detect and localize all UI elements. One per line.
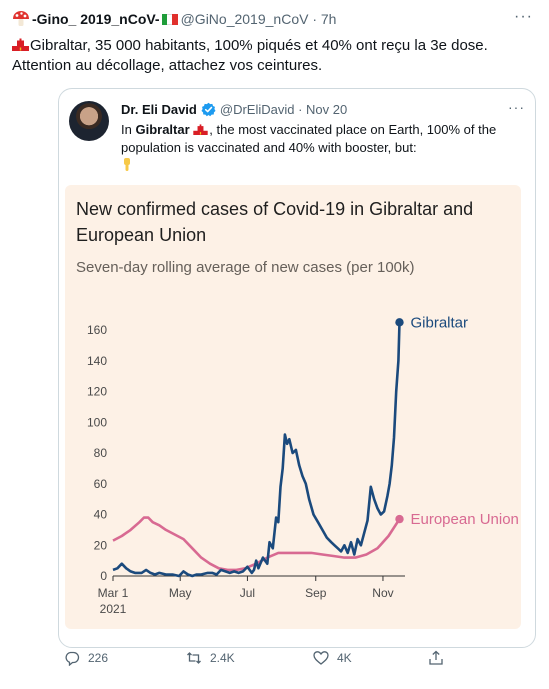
y-tick-label: 160 [87,323,107,337]
reply-icon [65,651,80,666]
x-tick-label: May [169,586,192,600]
y-tick-label: 80 [94,446,108,460]
like-button[interactable]: 4K [313,650,352,666]
x-tick-label: Mar 1 [98,586,129,600]
tweet-header: -Gino_ 2019_nCoV- @GiNo_2019_nCoV · 7h ·… [12,8,537,30]
pointing-down-emoji-icon [124,158,130,171]
quoted-text-gibraltar[interactable]: Gibraltar [135,122,190,137]
verified-badge-icon [201,102,216,117]
quoted-author-name[interactable]: Dr. Eli David [121,102,197,117]
x-tick-sublabel: 2021 [100,602,127,616]
retweet-count: 2.4K [210,651,235,665]
quoted-more-options-icon[interactable]: ··· [508,99,525,115]
series-line-gibraltar [112,322,401,578]
tweet-text: Gibraltar, 35 000 habitants, 100% piqués… [12,36,537,76]
quoted-author-avatar[interactable] [69,101,109,141]
series-group: European Union Gibraltar [112,314,519,578]
y-tick-label: 100 [87,415,107,429]
author-name[interactable]: -Gino_ 2019_nCoV- [32,11,160,27]
more-options-icon[interactable]: ··· [514,8,533,25]
y-tick-label: 20 [94,538,108,552]
mushroom-emoji-icon [13,11,29,26]
series-label-european-union: European Union [410,511,518,528]
quoted-tweet-header: Dr. Eli David @DrEliDavid · Nov 20 [121,102,347,117]
tweet-text-line-2: Attention au décollage, attachez vos cei… [12,57,323,74]
quoted-text-in: In [121,122,136,137]
quoted-tweet-card[interactable]: Dr. Eli David @DrEliDavid · Nov 20 ··· I… [58,88,536,648]
retweet-button[interactable]: 2.4K [186,650,235,666]
gibraltar-flag-icon [193,124,208,135]
chart-title-line-2: European Union [76,225,206,245]
share-button[interactable] [428,650,452,666]
chart-subtitle: Seven-day rolling average of new cases (… [76,259,415,276]
series-line-european-union [112,516,401,572]
x-tick-label: Jul [240,586,255,600]
x-tick-label: Nov [372,586,393,600]
tweet-text-line-1: Gibraltar, 35 000 habitants, 100% piqués… [30,37,488,54]
chart-image[interactable]: New confirmed cases of Covid-19 in Gibra… [65,185,521,629]
x-tick-label: Sep [305,586,327,600]
like-count: 4K [337,651,352,665]
italy-flag-icon [161,13,178,25]
y-tick-label: 120 [87,385,107,399]
covid-cases-chart: New confirmed cases of Covid-19 in Gibra… [76,199,519,616]
y-tick-label: 140 [87,354,107,368]
quoted-tweet-text: In Gibraltar , the most vaccinated place… [121,121,526,175]
series-label-gibraltar: Gibraltar [410,314,468,331]
y-tick-label: 40 [94,508,108,522]
quoted-text-rest: , the most vaccinated place on Earth, 10… [121,122,497,155]
series-endpoint-european-union [395,514,404,524]
quoted-author-handle-date[interactable]: @DrEliDavid · Nov 20 [219,102,348,117]
series-endpoint-gibraltar [395,318,404,327]
author-handle-time[interactable]: @GiNo_2019_nCoV · 7h [180,11,337,27]
y-tick-label: 60 [94,477,108,491]
share-icon [429,650,443,665]
chart-title-line-1: New confirmed cases of Covid-19 in Gibra… [76,199,473,219]
retweet-icon [187,652,201,664]
tweet-actions-bar: 226 2.4K 4K [58,650,458,670]
y-tick-label: 0 [100,569,107,583]
reply-count: 226 [88,651,109,665]
y-axis: 0 20 40 60 80 100 120 140 160 [87,323,107,583]
reply-button[interactable]: 226 [64,650,108,666]
gibraltar-flag-icon [12,38,29,51]
x-axis: Mar 1 May Jul Sep Nov 2021 [98,575,405,616]
heart-icon [313,651,329,665]
